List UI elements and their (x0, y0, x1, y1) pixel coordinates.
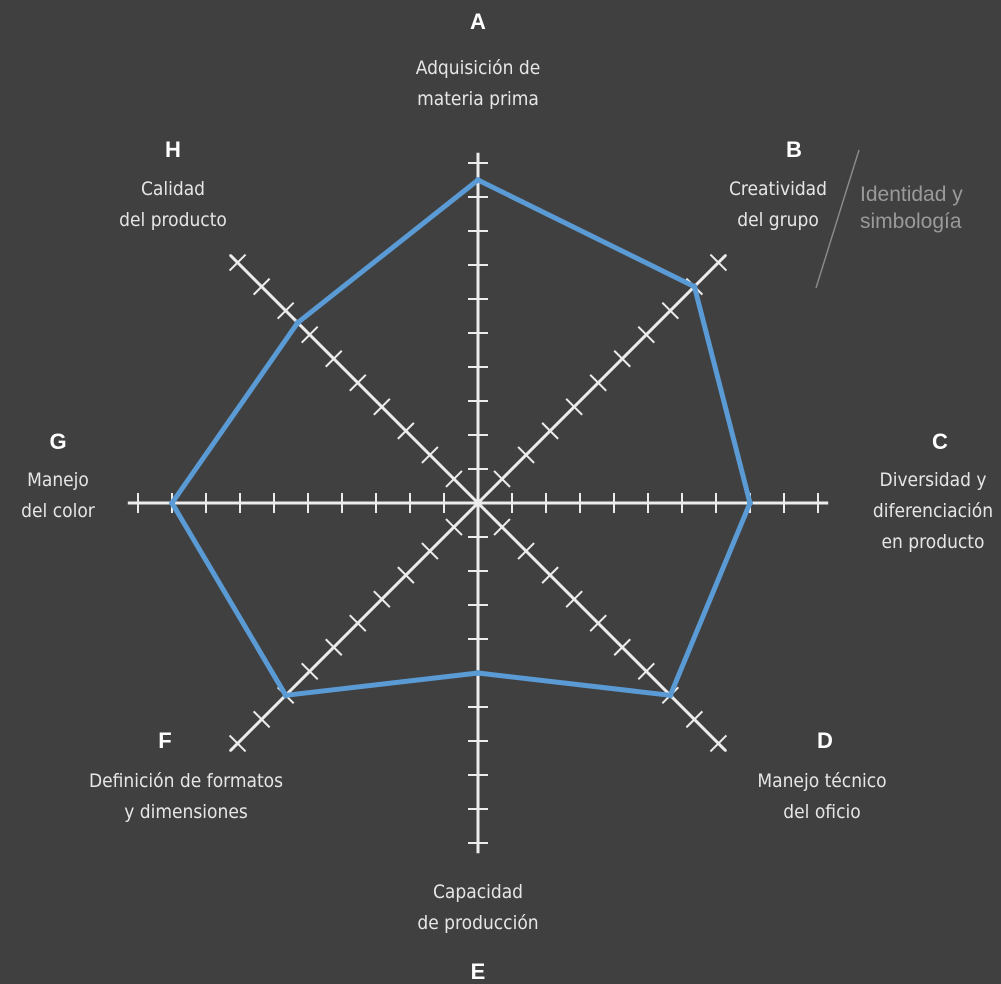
axis-tick-f-5 (349, 614, 367, 632)
series-polygon-1 (169, 177, 753, 698)
radar-axes (127, 152, 829, 854)
series-point-a (475, 177, 481, 183)
axis-tick-f-6 (325, 638, 343, 656)
axis-tick-b-5 (589, 374, 607, 392)
axis-tick-d-4 (565, 590, 583, 608)
axis-tick-b-1 (493, 470, 511, 488)
axis-tick-f-4 (373, 590, 391, 608)
axis-label-d-line-2: del oficio (783, 801, 861, 823)
axis-tick-d-6 (613, 638, 631, 656)
axis-tick-d-3 (541, 566, 559, 584)
axis-tick-d-9 (685, 710, 704, 729)
series-point-e (475, 670, 481, 676)
axis-tick-b-8 (661, 301, 680, 320)
series-point-d (667, 692, 674, 699)
axis-letter-d: D (817, 728, 833, 753)
axis-tick-h-4 (373, 398, 391, 416)
group-label-line-1: Identidad y (860, 183, 963, 206)
series-point-f (282, 692, 289, 699)
axis-label-f-line-1: Definición de formatos (88, 770, 284, 792)
axis-tick-f-1 (445, 518, 463, 536)
axis-tick-f-3 (397, 566, 415, 584)
axis-label-e-line-2: de producción (417, 912, 539, 934)
axis-tick-b-3 (541, 422, 559, 440)
axis-tick-h-1 (445, 470, 463, 488)
group-label-identidad-simbologia: Identidad y simbología (860, 181, 963, 235)
axis-label-a-line-1: Adquisición de (415, 57, 541, 79)
series-point-g (169, 500, 175, 506)
group-divider-line (815, 149, 860, 289)
axis-label-g-line-2: del color (21, 500, 95, 522)
axis-tick-h-7 (301, 326, 319, 344)
axis-label-a: Adquisición de materia prima (416, 53, 541, 115)
axis-label-c-line-2: diferenciación (872, 500, 994, 522)
axis-tick-h-10 (228, 253, 247, 272)
axis-tick-f-10 (228, 734, 247, 753)
group-label-line-2: simbología (860, 210, 962, 233)
axis-label-f: Definición de formatos y dimensiones (89, 766, 283, 828)
axis-label-d: Manejo técnico del oficio (757, 766, 886, 828)
axis-tick-f-9 (252, 710, 271, 729)
series-point-b (691, 283, 698, 290)
series-point-h (294, 319, 301, 326)
axis-tick-b-6 (613, 350, 631, 368)
axis-tick-h-5 (349, 374, 367, 392)
axis-letter-h: H (165, 137, 181, 162)
axis-tick-d-10 (709, 734, 728, 753)
axis-label-e: Capacidad de producción (417, 877, 538, 939)
axis-tick-h-6 (325, 350, 343, 368)
axis-label-g-line-1: Manejo (27, 469, 89, 491)
axis-letter-c: C (932, 429, 948, 454)
axis-label-c-line-3: en producto (881, 531, 985, 553)
axis-label-b-line-2: del grupo (737, 209, 819, 231)
axis-label-h: Calidad del producto (119, 174, 227, 236)
axis-tick-h-9 (252, 277, 271, 296)
axis-label-h-line-2: del producto (119, 209, 227, 231)
axis-tick-b-4 (565, 398, 583, 416)
axis-label-f-line-2: y dimensiones (124, 801, 248, 823)
axis-letter-a: A (470, 9, 486, 34)
axis-tick-f-7 (301, 662, 319, 680)
axis-tick-d-2 (517, 542, 535, 560)
axis-label-d-line-1: Manejo técnico (757, 770, 887, 792)
axis-letter-e: E (470, 959, 486, 984)
radar-series (169, 177, 753, 699)
axis-tick-h-2 (421, 446, 439, 464)
axis-tick-f-2 (421, 542, 439, 560)
axis-tick-b-10 (709, 253, 728, 272)
axis-letter-f: F (158, 728, 172, 753)
axis-tick-b-2 (517, 446, 535, 464)
axis-tick-d-1 (493, 518, 511, 536)
axis-letter-g: G (49, 429, 67, 454)
axis-tick-h-8 (276, 301, 295, 320)
axis-label-h-line-1: Calidad (140, 178, 206, 200)
axis-label-c-line-1: Diversidad y (879, 469, 987, 491)
series-point-c (747, 500, 753, 506)
axis-tick-b-7 (637, 326, 655, 344)
axis-label-a-line-2: materia prima (417, 88, 539, 110)
axis-letter-b: B (786, 137, 802, 162)
axis-label-c: Diversidad y diferenciación en producto (873, 465, 993, 558)
axis-label-e-line-1: Capacidad (432, 881, 524, 903)
axis-label-b-line-1: Creatividad (728, 178, 828, 200)
axis-tick-d-5 (589, 614, 607, 632)
axis-label-g: Manejo del color (21, 465, 95, 527)
axis-tick-d-7 (637, 662, 655, 680)
axis-tick-h-3 (397, 422, 415, 440)
axis-label-b: Creatividad del grupo (729, 174, 827, 236)
